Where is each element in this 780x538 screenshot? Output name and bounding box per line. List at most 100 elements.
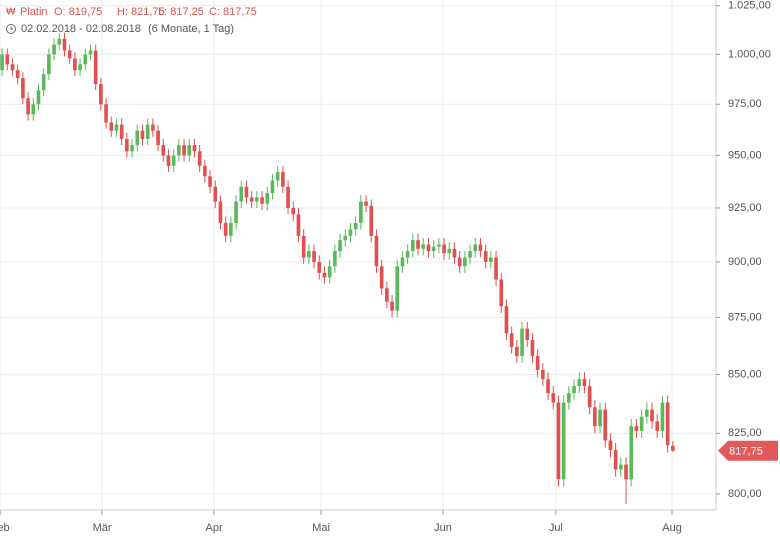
candle-body xyxy=(307,251,311,258)
candle-body xyxy=(260,197,264,204)
candle-body xyxy=(530,340,535,357)
candle-body xyxy=(327,266,332,278)
candle-body xyxy=(275,172,280,181)
candle-body xyxy=(665,402,670,446)
candle-body xyxy=(223,222,228,236)
price-tag xyxy=(718,440,778,461)
candle-body xyxy=(619,464,623,470)
candle-body xyxy=(561,402,566,480)
candle-body xyxy=(229,222,233,236)
candle-body xyxy=(119,124,124,139)
candle-body xyxy=(286,186,290,208)
candle-body xyxy=(364,201,368,206)
candle-body xyxy=(218,201,223,223)
candle-body xyxy=(499,279,504,307)
candle-body xyxy=(624,464,628,480)
candle-body xyxy=(587,386,592,408)
candle-body xyxy=(322,272,327,278)
candle-body xyxy=(26,98,30,115)
candle-body xyxy=(603,409,608,441)
instrument-icon: ₩ xyxy=(6,7,16,18)
candle-body xyxy=(442,244,446,254)
candle-body xyxy=(483,251,488,262)
candle-body xyxy=(208,176,212,187)
candle-body xyxy=(140,130,145,139)
date-range: 02.02.2018 - 02.08.2018 xyxy=(21,23,141,35)
candle-body xyxy=(151,124,155,131)
x-tick-label: Jun xyxy=(434,522,452,534)
candle-body xyxy=(504,306,509,334)
candle-body xyxy=(556,402,561,480)
candle-body xyxy=(317,261,322,273)
candle-body xyxy=(421,244,426,249)
candle-body xyxy=(213,186,218,202)
candle-body xyxy=(520,328,524,357)
candle-body xyxy=(645,409,649,417)
candle-body xyxy=(177,145,181,156)
candle-body xyxy=(156,130,160,146)
candle-body xyxy=(338,240,342,252)
y-tick-label: 1.000,00 xyxy=(728,48,771,60)
candle-body xyxy=(52,44,56,55)
candle-body xyxy=(494,257,498,280)
candle-body xyxy=(171,155,176,166)
x-tick-label: Mai xyxy=(312,522,330,534)
candle-body xyxy=(88,50,93,55)
candle-body xyxy=(62,38,67,51)
y-tick-label: 825,00 xyxy=(728,427,762,439)
candle-body xyxy=(650,409,654,422)
clock-icon xyxy=(6,24,16,34)
candle-body xyxy=(239,186,244,202)
candle-body xyxy=(431,246,436,252)
candle-body xyxy=(203,165,207,177)
candle-body xyxy=(145,124,150,139)
candle-body xyxy=(255,197,259,202)
candle-body xyxy=(5,54,10,65)
candle-body xyxy=(291,207,296,215)
clock-hand xyxy=(10,26,13,30)
candle-body xyxy=(281,172,285,187)
candle-body xyxy=(593,407,597,427)
candle-body xyxy=(452,248,457,258)
candle-body xyxy=(265,193,270,204)
y-tick-label: 975,00 xyxy=(728,98,762,110)
candle-body xyxy=(400,257,405,267)
candle-body xyxy=(348,229,353,236)
candle-body xyxy=(36,90,41,105)
candle-body xyxy=(57,38,62,45)
candle-body xyxy=(135,130,140,146)
candle-body xyxy=(249,197,254,202)
y-tick-label: 950,00 xyxy=(728,149,762,161)
candle-body xyxy=(296,214,301,236)
candle-body xyxy=(546,379,550,394)
candle-body xyxy=(525,328,530,341)
candle-body xyxy=(416,240,420,249)
candle-body xyxy=(312,251,316,262)
candle-body xyxy=(613,450,618,470)
candle-body xyxy=(197,151,202,166)
x-tick-label: Feb xyxy=(0,522,10,534)
candle-body xyxy=(447,248,452,254)
candle-body xyxy=(104,104,108,123)
x-tick-label: Apr xyxy=(206,522,223,534)
y-tick-label: 925,00 xyxy=(728,202,762,214)
candle-body xyxy=(83,54,88,65)
y-tick-label: 875,00 xyxy=(728,311,762,323)
candle-body xyxy=(359,201,363,223)
y-tick-label: 1.025,00 xyxy=(728,0,771,12)
candle-body xyxy=(31,104,36,115)
candle-body xyxy=(301,235,306,258)
candle-body xyxy=(130,145,134,152)
candle-body xyxy=(541,369,545,380)
candle-body xyxy=(369,205,374,236)
candle-body xyxy=(639,416,644,431)
ohlc-open: O: 819,75 xyxy=(54,6,102,18)
instrument: Platin xyxy=(20,6,48,18)
candle-body xyxy=(125,138,129,152)
candle-body xyxy=(187,145,192,156)
candle-body xyxy=(572,386,576,394)
ohlc-high: H: 821,75 xyxy=(117,6,165,18)
candle-body xyxy=(598,409,602,427)
candle-body xyxy=(437,244,441,247)
candle-body xyxy=(192,145,197,152)
